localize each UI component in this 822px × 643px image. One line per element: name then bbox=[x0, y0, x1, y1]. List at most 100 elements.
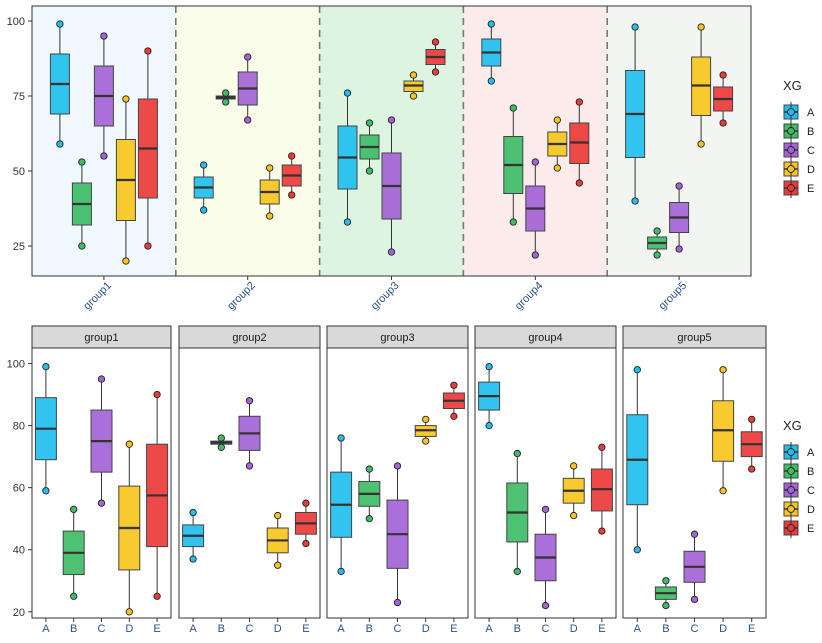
top-box-C-group5-min-point bbox=[675, 245, 683, 253]
top-legend-key-point-B bbox=[787, 127, 795, 135]
top-box-A-group3-min-point bbox=[343, 218, 352, 226]
bottom-legend-key-point-A bbox=[787, 448, 795, 456]
top-box-E-group2 bbox=[281, 152, 302, 199]
facet-x-tick-label: A bbox=[189, 623, 197, 635]
facet-box-group4-A-min-point bbox=[485, 421, 493, 430]
top-box-D-group2-max-point bbox=[266, 164, 274, 172]
top-box-B-group1 bbox=[71, 158, 92, 250]
facet-x-tick-label: D bbox=[274, 623, 282, 635]
facet-box-group2-B bbox=[210, 434, 233, 451]
facet-box-group3-A bbox=[330, 434, 353, 576]
top-box-D-group1 bbox=[115, 95, 136, 265]
facet-box-group4-D-max-point bbox=[570, 462, 578, 470]
top-box-D-group3-min-point bbox=[409, 92, 418, 100]
facet-panel-group2 bbox=[178, 347, 321, 619]
facet-box-group2-D bbox=[266, 511, 289, 569]
bottom-y-tick-label: 100 bbox=[7, 359, 25, 371]
top-box-C-group1-min-point bbox=[100, 152, 108, 160]
top-band-group2 bbox=[175, 6, 320, 276]
facet-x-tick-label: D bbox=[570, 623, 578, 635]
facet-x-tick-label: D bbox=[422, 623, 430, 635]
top-box-D-group4-max-point bbox=[553, 116, 561, 124]
top-chart: 25 50 75 100 group1 group2 group3 group4 group5 bbox=[7, 5, 752, 313]
top-box-D-group2-min-point bbox=[266, 212, 274, 220]
top-box-A-group4-min-point bbox=[487, 77, 495, 85]
bottom-legend-key-point-C bbox=[787, 486, 795, 494]
facet-box-group5-A-min-point bbox=[633, 546, 641, 554]
top-box-B-group3-max-point bbox=[365, 119, 374, 127]
top-box-E-group4-min-point bbox=[575, 179, 583, 187]
top-x-tick-label: group3 bbox=[369, 280, 402, 313]
top-box-A-group1 bbox=[49, 20, 70, 148]
facet-box-group5-A bbox=[626, 366, 649, 554]
top-box-B-group2 bbox=[215, 89, 236, 106]
facet-box-group4-C-max-point bbox=[541, 505, 550, 514]
facet-box-group5-D-min-point bbox=[719, 487, 727, 495]
facet-box-group2-B-max-point bbox=[217, 434, 225, 442]
facet-box-group2-C-max-point bbox=[245, 397, 254, 405]
facet-box-group3-C-max-point bbox=[393, 462, 402, 470]
top-box-B-group4-min-point bbox=[509, 218, 517, 226]
facet-box-group5-B bbox=[654, 577, 677, 610]
top-x-tick-label: group2 bbox=[225, 280, 258, 313]
top-box-C-group2-max-point bbox=[244, 53, 252, 61]
facet-group1: group1 A B C D E bbox=[31, 325, 172, 635]
top-x-tick-label: group1 bbox=[81, 280, 114, 313]
facet-x-tick-label: A bbox=[42, 623, 50, 635]
top-x-tick-label: group5 bbox=[657, 280, 690, 313]
facet-box-group5-A-max-point bbox=[633, 366, 641, 374]
facet-box-group2-E-max-point bbox=[302, 499, 310, 507]
facet-box-group4-E bbox=[590, 443, 613, 535]
top-box-E-group4-max-point bbox=[575, 98, 583, 106]
top-box-B-group1-max-point bbox=[78, 158, 86, 166]
top-box-E-group3-min-point bbox=[431, 68, 440, 76]
facet-box-group5-E bbox=[740, 415, 763, 473]
facet-box-group3-D-max-point bbox=[422, 415, 430, 424]
facet-box-group1-B bbox=[62, 505, 85, 600]
top-box-E-group4 bbox=[569, 98, 590, 187]
facet-box-group4-D bbox=[562, 462, 585, 520]
bottom-y-tick-label: 60 bbox=[13, 483, 25, 495]
facet-strip-label-group5: group5 bbox=[677, 332, 711, 344]
facet-strip-label-group2: group2 bbox=[232, 332, 266, 344]
facet-x-tick-label: E bbox=[450, 623, 457, 635]
top-box-D-group1-max-point bbox=[122, 95, 130, 103]
facet-box-group1-C-min-point bbox=[97, 499, 106, 507]
facet-box-group1-D-max-point bbox=[125, 440, 133, 448]
top-box-E-group1-min-point bbox=[144, 242, 152, 250]
top-box-A-group5-min-point bbox=[631, 197, 639, 205]
facet-box-group5-B-min-point bbox=[662, 601, 670, 610]
facet-box-group1-E bbox=[146, 390, 169, 600]
top-box-A-group5-max-point bbox=[631, 23, 639, 31]
facet-box-group1-A-min-point bbox=[42, 487, 50, 495]
facet-strip-label-group1: group1 bbox=[84, 332, 118, 344]
top-y-tick-label: 50 bbox=[13, 166, 25, 178]
facet-box-group4-C-min-point bbox=[541, 601, 550, 610]
facet-box-group4-B-min-point bbox=[513, 567, 521, 576]
facet-x-tick-label: E bbox=[598, 623, 605, 635]
top-box-C-group3-max-point bbox=[387, 116, 396, 124]
facet-box-group3-B-max-point bbox=[365, 465, 373, 473]
facet-box-group2-E bbox=[294, 499, 317, 548]
top-box-B-group3 bbox=[359, 119, 380, 175]
top-box-B-group1-min-point bbox=[78, 242, 86, 250]
top-box-B-group2-max-point bbox=[222, 89, 230, 97]
top-box-A-group4 bbox=[481, 20, 502, 85]
facet-box-group2-A-min-point bbox=[189, 555, 197, 563]
top-legend-key-point-C bbox=[787, 146, 795, 154]
top-box-C-group1 bbox=[93, 32, 114, 160]
facet-box-group2-C bbox=[238, 397, 261, 470]
facet-box-group2-D-min-point bbox=[274, 561, 282, 569]
top-box-C-group2-min-point bbox=[244, 116, 252, 124]
top-box-E-group2-min-point bbox=[288, 191, 296, 199]
top-legend-label-B: B bbox=[807, 126, 814, 138]
top-legend-label-E: E bbox=[807, 183, 814, 195]
top-box-D-group4 bbox=[547, 116, 568, 172]
top-box-C-group2 bbox=[237, 53, 258, 124]
top-box-E-group2-max-point bbox=[288, 152, 296, 160]
bottom-legend-key-point-E bbox=[787, 524, 795, 532]
top-box-A-group2 bbox=[193, 161, 214, 214]
top-box-A-group2-max-point bbox=[200, 161, 208, 169]
facet-box-group1-B-min-point bbox=[70, 592, 78, 600]
